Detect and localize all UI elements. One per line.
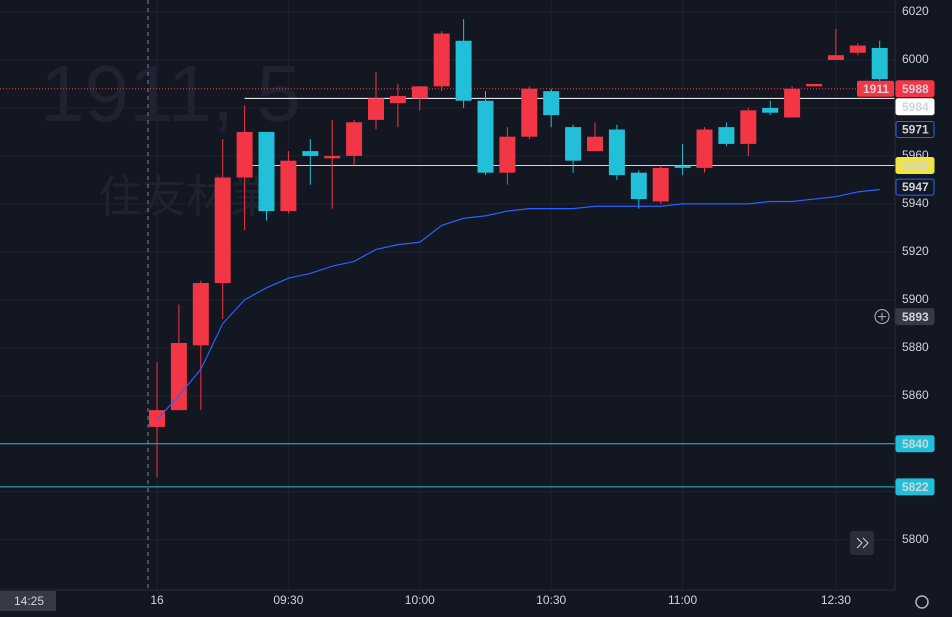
- price-tag-label: 5840: [902, 437, 929, 451]
- price-tag: [895, 435, 935, 453]
- candle-body: [521, 88, 538, 137]
- candle-body: [565, 127, 582, 161]
- candle-body: [389, 95, 406, 104]
- candle-body: [192, 283, 209, 346]
- add-button: [874, 309, 890, 325]
- candle-body: [170, 342, 187, 411]
- candle-body: [433, 33, 450, 87]
- candle-body: [740, 110, 757, 144]
- x-tick-label: 11:00: [668, 593, 697, 607]
- candle-body: [368, 98, 384, 120]
- candle-body: [214, 177, 231, 284]
- candle-body: [871, 47, 888, 80]
- price-tag-label: 5947: [902, 180, 929, 194]
- candle-body: [324, 155, 341, 159]
- x-tick-label: 16: [150, 593, 164, 607]
- candle-body: [806, 83, 822, 87]
- price-tag: [895, 80, 935, 98]
- x-tick-label: 10:30: [536, 593, 566, 607]
- candle-body: [280, 160, 297, 212]
- watermark-symbol: 1911, 5: [40, 49, 301, 138]
- y-tick-label: 5880: [902, 340, 929, 354]
- candle-body: [608, 129, 625, 176]
- x-tick-label: 09:30: [273, 593, 303, 607]
- time-tag: [0, 591, 56, 611]
- candle-body: [696, 129, 713, 168]
- y-tick-label: 5940: [902, 196, 929, 210]
- candle-body: [455, 40, 472, 101]
- price-tag-label: 5984: [902, 100, 929, 114]
- price-tag-label: 5822: [902, 480, 929, 494]
- candle-body: [302, 151, 319, 156]
- candle-body: [477, 100, 494, 173]
- candle-body: [784, 88, 801, 118]
- candle-body: [499, 136, 516, 173]
- scroll-icon: [856, 537, 869, 549]
- y-tick-label: 5900: [902, 292, 929, 306]
- add-icon: [878, 312, 886, 321]
- y-tick-label: 6000: [902, 52, 929, 66]
- price-tag: [895, 308, 935, 326]
- price-tag-label: 5956: [902, 159, 929, 173]
- y-tick-label: 5920: [902, 244, 929, 258]
- price-tag: [895, 178, 935, 196]
- settings-button[interactable]: [915, 595, 929, 609]
- candle-body: [587, 136, 603, 152]
- candle-body: [849, 45, 866, 53]
- candle-body: [652, 167, 669, 202]
- y-tick-label: 6020: [902, 4, 929, 18]
- layer: [0, 0, 895, 590]
- price-tag-label: 5893: [902, 310, 929, 324]
- candle-body: [258, 131, 275, 212]
- price-tag: [895, 478, 935, 496]
- candle-body: [149, 410, 165, 427]
- candle-body: [827, 55, 844, 60]
- price-tag-label: 5988: [902, 82, 929, 96]
- watermark-name: 住友林業: [98, 173, 274, 222]
- x-tick-label: 12:30: [821, 593, 851, 607]
- candle-body: [718, 127, 735, 144]
- candle-body: [630, 172, 647, 200]
- price-tag-label: 5971: [902, 123, 929, 137]
- candle-body: [762, 107, 779, 113]
- symbol-tag: [857, 80, 894, 97]
- price-tag: [895, 98, 935, 116]
- candle-body: [674, 165, 691, 168]
- vwap-line: [156, 188, 880, 421]
- y-tick-label: 5800: [902, 532, 929, 546]
- layer: [0, 0, 895, 590]
- candle-body: [346, 122, 363, 156]
- y-tick-label: 5860: [902, 388, 929, 402]
- candle-body: [236, 131, 253, 178]
- x-tick-label: 10:00: [405, 593, 435, 607]
- symbol-tag-label: 1911: [863, 82, 889, 96]
- candle-body: [543, 91, 560, 116]
- price-tag: [895, 121, 935, 139]
- candle-body: [411, 86, 428, 99]
- price-tag: [895, 156, 935, 174]
- time-tag-label: 14:25: [14, 594, 44, 608]
